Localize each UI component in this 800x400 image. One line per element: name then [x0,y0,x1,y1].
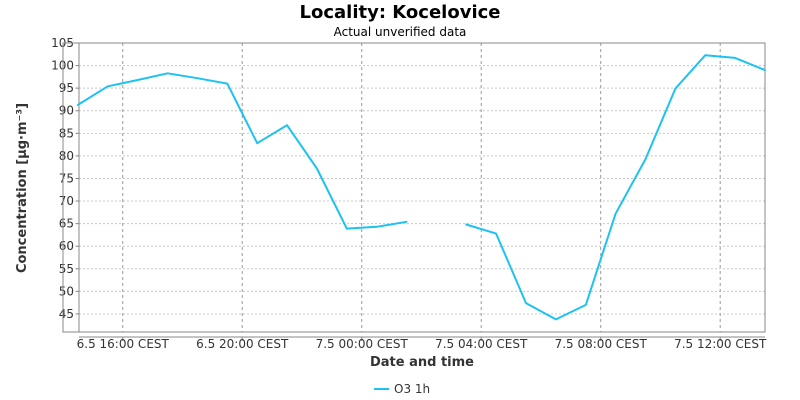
x-tick-label: 7.5 08:00 CEST [555,337,648,351]
series-o3-1h-line-segment-2 [465,54,766,321]
x-axis-label: Date and time [370,355,474,370]
plot-border [62,42,766,333]
legend-label-o3-1h: O3 1h [394,382,430,396]
y-tick-label: 75 [59,171,74,185]
y-tick-label: 60 [59,239,74,253]
x-tick-label: 7.5 12:00 CEST [674,337,767,351]
x-tick-label: 7.5 00:00 CEST [316,337,409,351]
chart-subtitle: Actual unverified data [334,25,467,39]
x-tick-label: 7.5 04:00 CEST [435,337,528,351]
y-tick-label: 95 [59,81,74,95]
y-tick-label: 50 [59,284,74,298]
y-axis-label: Concentration [µg·m⁻³] [15,103,30,273]
y-tick-label: 70 [59,194,74,208]
y-tick-label: 55 [59,262,74,276]
y-tick-label: 65 [59,217,74,231]
legend: O3 1h [374,382,430,396]
chart-title: Locality: Kocelovice [300,2,501,23]
x-tick-label: 6.5 20:00 CEST [196,337,289,351]
y-tick-label: 80 [59,149,74,163]
y-tick-label: 90 [59,104,74,118]
x-tick-label: 6.5 16:00 CEST [77,337,170,351]
plot-background [63,43,765,332]
series-o3-1h-line-segment-1 [76,72,408,230]
y-tick-label: 45 [59,307,74,321]
y-tick-label: 85 [59,126,74,140]
